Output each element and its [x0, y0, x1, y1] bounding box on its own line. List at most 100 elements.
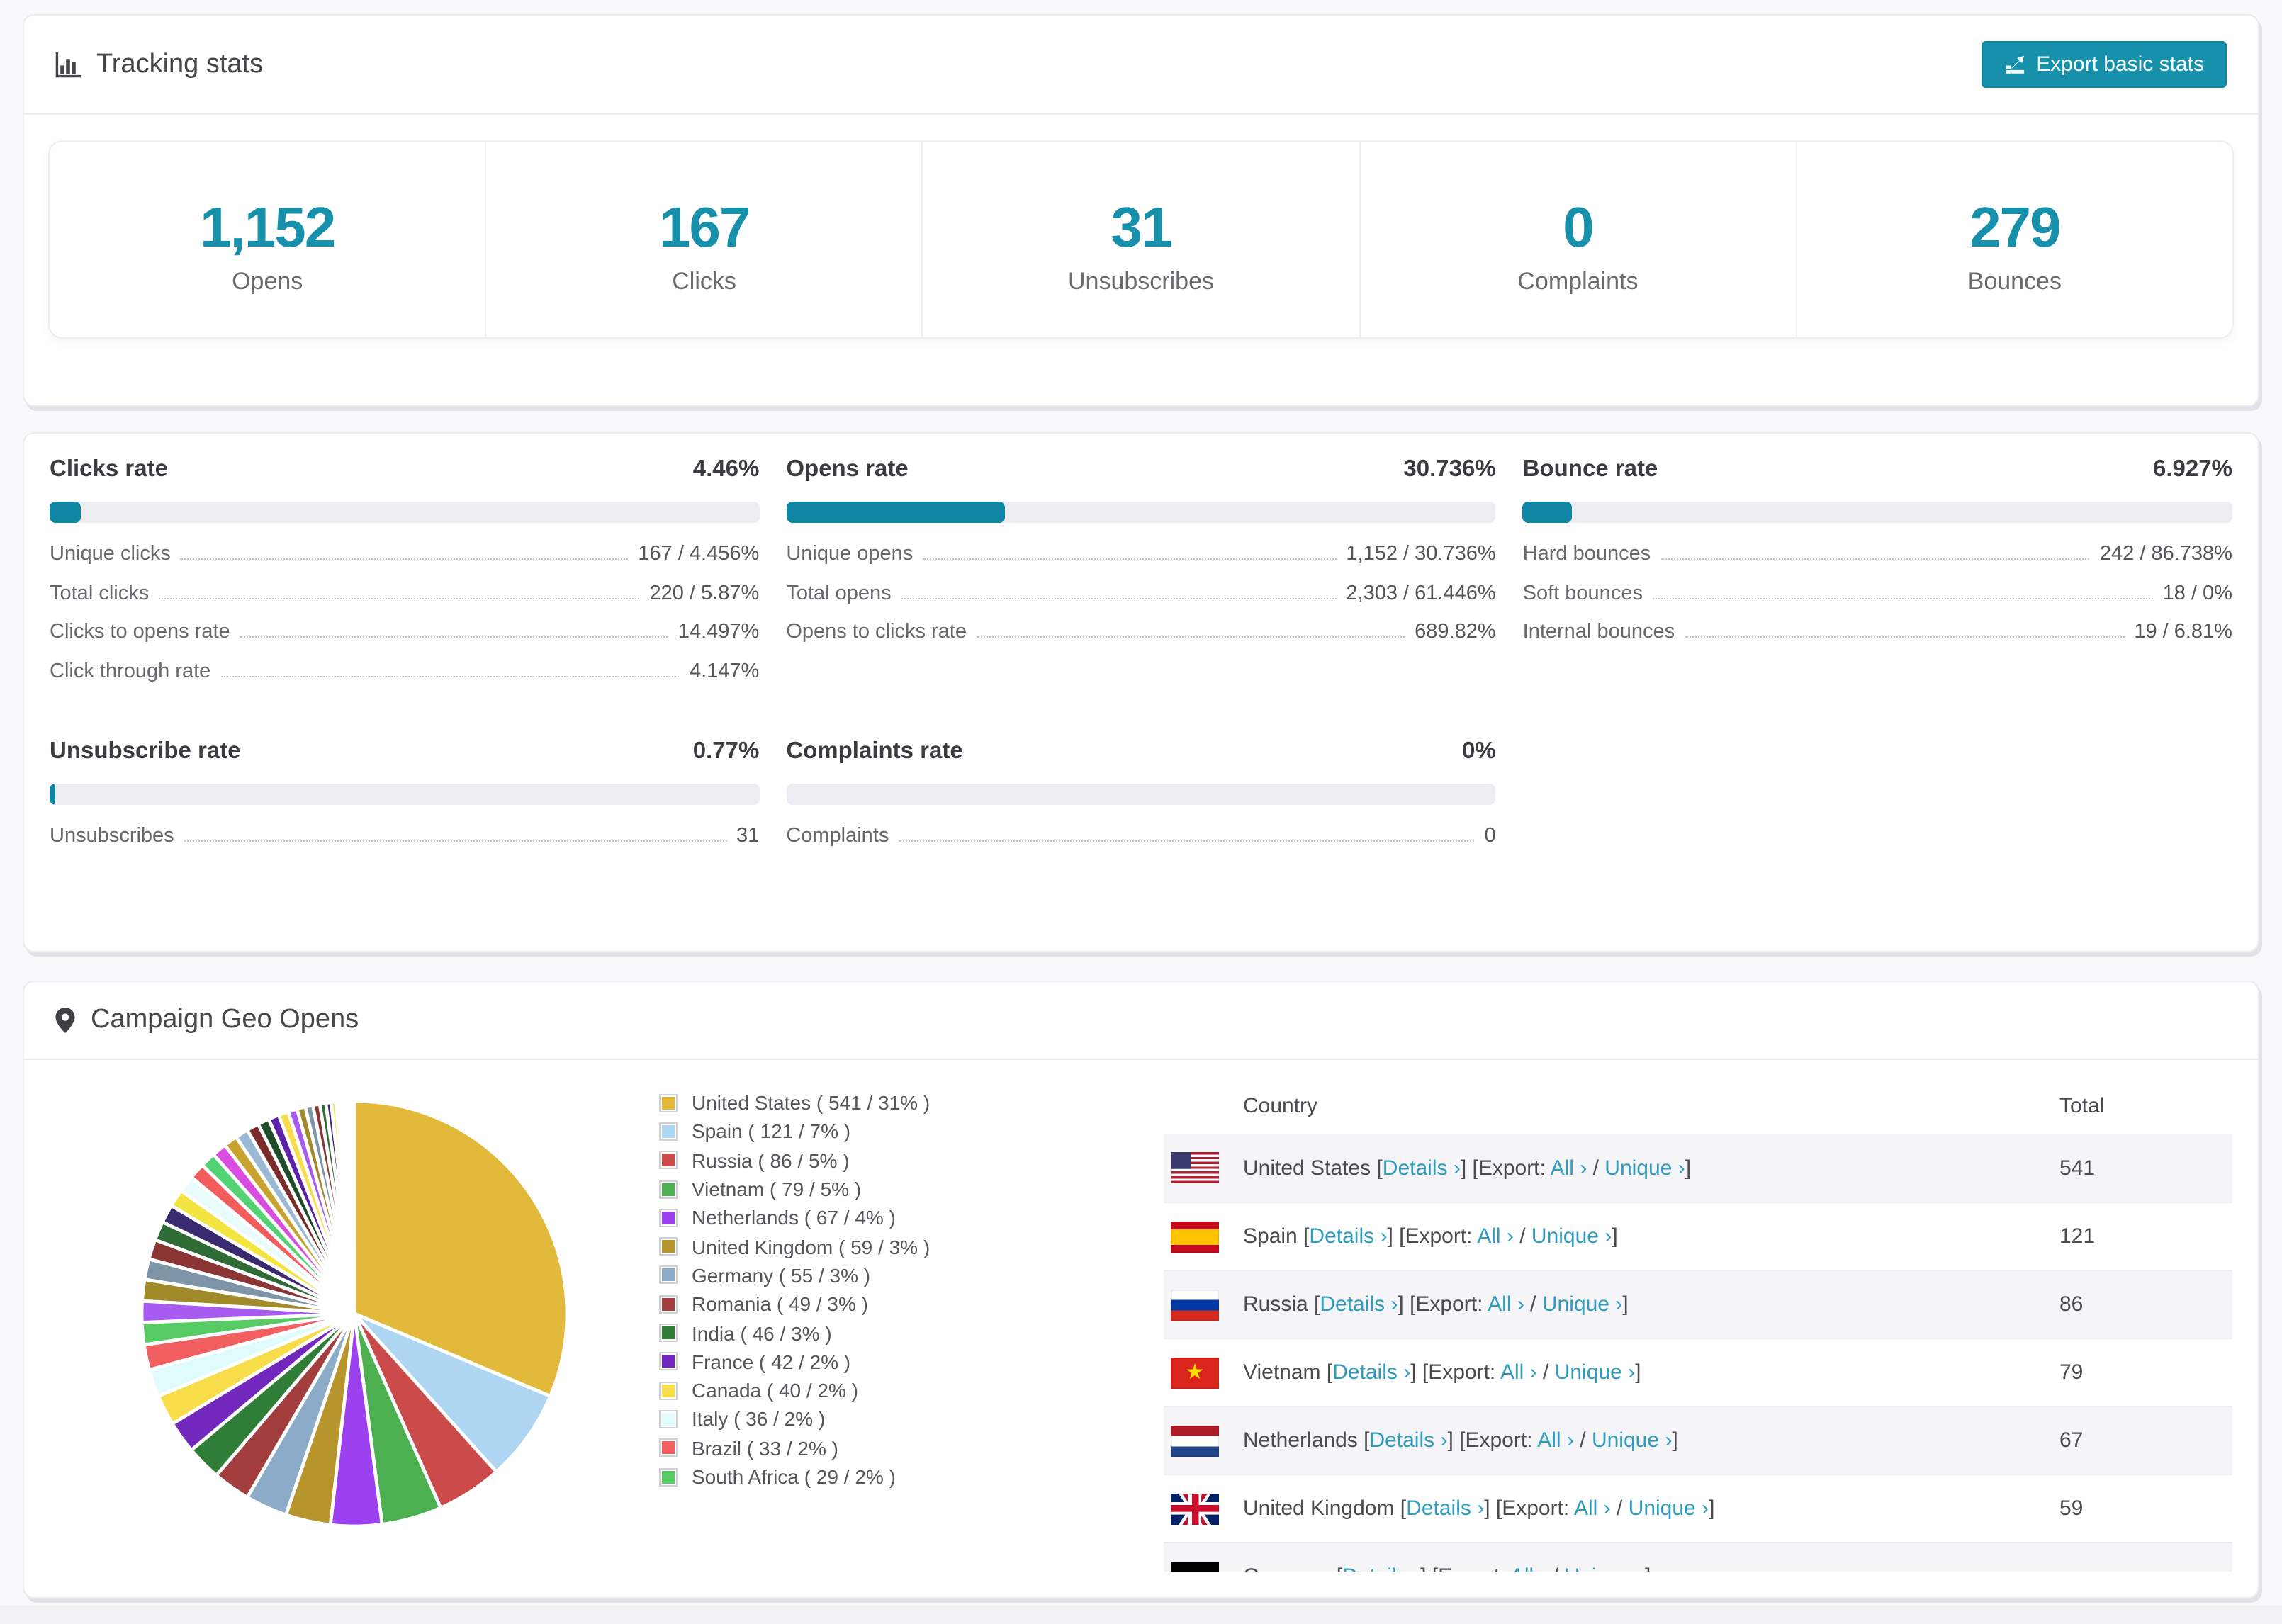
- rate-section-head: Unsubscribe rate 0.77%: [50, 735, 759, 767]
- export-all-link[interactable]: All ›: [1477, 1224, 1514, 1248]
- rate-row-label: Clicks to opens rate: [50, 621, 230, 643]
- tracking-stats-header: Tracking stats Export basic stats: [24, 16, 2258, 115]
- details-link[interactable]: Details ›: [1369, 1428, 1448, 1453]
- export-all-link[interactable]: All ›: [1573, 1496, 1611, 1521]
- rate-row-value: 2,303 / 61.446%: [1346, 582, 1496, 604]
- rate-row: Internal bounces 19 / 6.81%: [1523, 621, 2232, 660]
- dotted-leader: [976, 636, 1405, 638]
- rate-section-title: Clicks rate: [50, 456, 168, 482]
- legend-item: Vietnam ( 79 / 5% ): [659, 1175, 1164, 1204]
- stat-label: Bounces: [1967, 268, 2062, 295]
- country-cell: Spain [Details ›] [Export: All › / Uniqu…: [1243, 1224, 1618, 1248]
- geo-title: Campaign Geo Opens: [55, 1005, 359, 1036]
- map-pin-icon: [55, 1008, 75, 1033]
- stat-value: 31: [1111, 197, 1173, 259]
- progress-bar: [50, 784, 760, 805]
- dotted-leader: [1660, 558, 2090, 560]
- legend-label: India ( 46 / 3% ): [692, 1321, 832, 1345]
- country-cell: Vietnam [Details ›] [Export: All › / Uni…: [1243, 1360, 1641, 1385]
- progress-bar-fill: [50, 502, 82, 523]
- rate-row-label: Soft bounces: [1522, 582, 1643, 604]
- rate-section-head: Opens rate 30.736%: [786, 453, 1495, 485]
- rate-row-value: 1,152 / 30.736%: [1346, 543, 1496, 565]
- rate-row: Hard bounces 242 / 86.738%: [1523, 543, 2232, 582]
- country-cell: Netherlands [Details ›] [Export: All › /…: [1243, 1428, 1678, 1453]
- rate-row: Unique clicks 167 / 4.456%: [50, 543, 759, 582]
- flag-cell: [1164, 1221, 1243, 1252]
- legend-item: Germany ( 55 / 3% ): [659, 1261, 1164, 1290]
- export-unique-link[interactable]: Unique ›: [1531, 1224, 1612, 1248]
- dotted-leader: [923, 558, 1337, 560]
- export-unique-link[interactable]: Unique ›: [1541, 1292, 1623, 1316]
- rate-section-head: Bounce rate 6.927%: [1523, 453, 2232, 485]
- details-link[interactable]: Details ›: [1342, 1564, 1420, 1572]
- tracking-stats-title: Tracking stats: [55, 49, 263, 80]
- flag-cell: [1164, 1289, 1243, 1320]
- stat-cell-clicks: 167 Clicks: [485, 142, 921, 337]
- progress-bar: [1522, 502, 2232, 523]
- legend-label: United Kingdom ( 59 / 3% ): [692, 1235, 931, 1258]
- rate-section-pct: 0.77%: [692, 738, 760, 764]
- legend-label: Germany ( 55 / 3% ): [692, 1263, 871, 1287]
- legend-label: Netherlands ( 67 / 4% ): [692, 1206, 896, 1229]
- country-column-header: Country: [1243, 1093, 1318, 1117]
- rate-row: Total clicks 220 / 5.87%: [50, 582, 759, 621]
- legend-swatch: [659, 1265, 678, 1285]
- export-all-link[interactable]: All ›: [1500, 1360, 1537, 1385]
- export-unique-link[interactable]: Unique ›: [1591, 1428, 1673, 1453]
- legend-label: Spain ( 121 / 7% ): [692, 1120, 851, 1143]
- details-link[interactable]: Details ›: [1332, 1360, 1411, 1385]
- rate-section-pct: 4.46%: [692, 456, 760, 482]
- export-unique-link[interactable]: Unique ›: [1565, 1564, 1645, 1572]
- rate-row-label: Complaints: [786, 825, 889, 847]
- stat-value: 0: [1563, 197, 1595, 259]
- total-column-header: Total: [2059, 1093, 2105, 1117]
- progress-bar: [50, 502, 760, 523]
- pie-legend: United States ( 541 / 31% ) Spain ( 121 …: [659, 1077, 1164, 1572]
- details-link[interactable]: Details ›: [1320, 1292, 1398, 1316]
- rate-section: Clicks rate 4.46% Unique clicks 167 / 4.…: [50, 453, 760, 699]
- legend-label: Canada ( 40 / 2% ): [692, 1379, 859, 1402]
- pie-slice-united-states: [352, 1099, 569, 1399]
- rate-section-head: Clicks rate 4.46%: [50, 453, 759, 485]
- geo-table-row-gb: United Kingdom [Details ›] [Export: All …: [1164, 1474, 2232, 1542]
- export-unique-link[interactable]: Unique ›: [1604, 1156, 1685, 1180]
- details-link[interactable]: Details ›: [1309, 1224, 1388, 1248]
- legend-item: Russia ( 86 / 5% ): [659, 1146, 1164, 1175]
- geo-table-header: Country Total: [1164, 1077, 2232, 1134]
- export-all-link[interactable]: All ›: [1488, 1292, 1524, 1316]
- export-all-link[interactable]: All ›: [1537, 1428, 1574, 1453]
- export-unique-link[interactable]: Unique ›: [1628, 1496, 1709, 1521]
- export-unique-link[interactable]: Unique ›: [1554, 1360, 1636, 1385]
- legend-swatch: [659, 1093, 678, 1112]
- rate-row-label: Unsubscribes: [50, 825, 174, 847]
- geo-table-row-nl: Netherlands [Details ›] [Export: All › /…: [1164, 1406, 2232, 1474]
- dotted-leader: [901, 597, 1337, 599]
- geo-table-rows: United States [Details ›] [Export: All ›…: [1164, 1134, 2232, 1572]
- stat-value: 279: [1969, 197, 2061, 259]
- rate-row: Total opens 2,303 / 61.446%: [786, 582, 1495, 621]
- country-cell: United States [Details ›] [Export: All ›…: [1243, 1156, 1692, 1180]
- flag-cell: [1164, 1425, 1243, 1456]
- rate-row-label: Unique opens: [786, 543, 914, 565]
- rate-row: Unsubscribes 31: [50, 825, 759, 864]
- legend-item: Netherlands ( 67 / 4% ): [659, 1203, 1164, 1232]
- export-all-link[interactable]: All ›: [1510, 1564, 1547, 1572]
- export-all-link[interactable]: All ›: [1550, 1156, 1587, 1180]
- total-cell: 67: [2059, 1428, 2084, 1453]
- legend-swatch: [659, 1438, 678, 1457]
- dotted-leader: [899, 840, 1475, 842]
- export-basic-stats-button[interactable]: Export basic stats: [1981, 41, 2227, 88]
- rate-section-title: Opens rate: [786, 456, 909, 482]
- rate-row-value: 19 / 6.81%: [2134, 621, 2232, 643]
- details-link[interactable]: Details ›: [1406, 1496, 1485, 1521]
- details-link[interactable]: Details ›: [1382, 1156, 1461, 1180]
- geo-table-row-ru: Russia [Details ›] [Export: All › / Uniq…: [1164, 1270, 2232, 1338]
- stat-cell-unsubscribes: 31 Unsubscribes: [921, 142, 1359, 337]
- stat-value: 167: [658, 197, 751, 259]
- legend-label: Italy ( 36 / 2% ): [692, 1407, 826, 1431]
- legend-swatch: [659, 1324, 678, 1343]
- dotted-leader: [240, 636, 668, 638]
- stat-cell-opens: 1,152 Opens: [50, 142, 485, 337]
- legend-swatch: [659, 1352, 678, 1371]
